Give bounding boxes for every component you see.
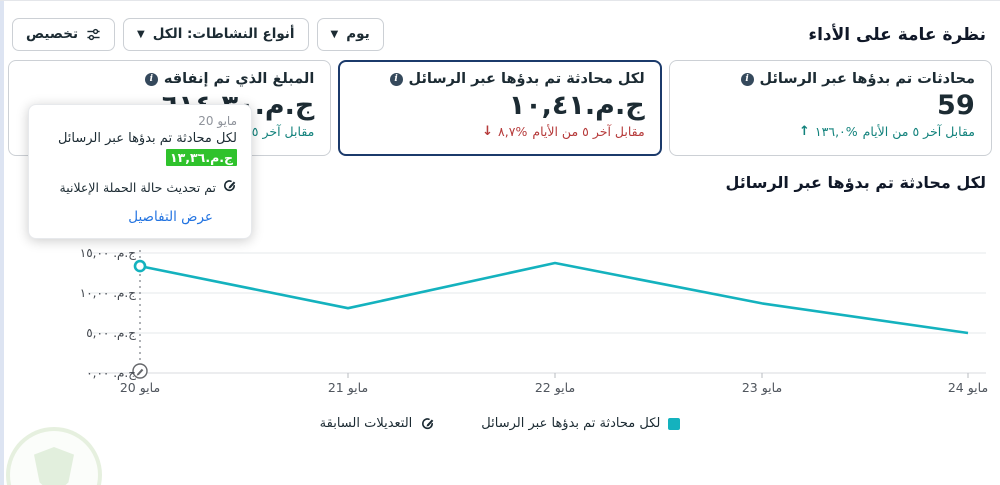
card-title: محادثات تم بدؤها عبر الرسائل (759, 71, 975, 87)
legend-label: لكل محادثة تم بدؤها عبر الرسائل (481, 416, 661, 431)
card-title: لكل محادثة تم بدؤها عبر الرسائل (408, 71, 645, 87)
y-axis-tick: ج.م. ١٥,٠٠ (79, 246, 136, 260)
chart-series-line (139, 261, 969, 335)
card-delta: مقابل آخر ٥ من الأيام ٨,٧% ↓ (351, 124, 645, 140)
activity-types-dropdown[interactable]: أنواع النشاطات: الكل ▼ (123, 18, 309, 51)
x-axis-tick: 22 مايو (534, 380, 576, 395)
legend-label: التعديلات السابقة (319, 416, 413, 431)
topbar: نظرة عامة على الأداء يوم ▼ أنواع النشاطا… (0, 1, 1000, 57)
watermark-shield-icon (34, 447, 74, 485)
card-value: ج.م.١٠,٤١ (508, 90, 645, 121)
chart-legend: لكل محادثة تم بدؤها عبر الرسائل التعديلا… (0, 416, 1000, 431)
y-axis-tick: ج.م. ٥,٠٠ (86, 326, 136, 340)
card-title: المبلغ الذي تم إنفاقه (163, 71, 315, 87)
chevron-down-icon: ▼ (330, 28, 339, 40)
y-axis-tick: ج.م. ٠,٠٠ (86, 366, 136, 380)
y-axis-tick: ج.م. ١٠,٠٠ (79, 286, 136, 300)
tooltip-date: 20 مايو (198, 114, 237, 128)
delta-compare-text: مقابل آخر ٥ من الأيام (532, 124, 645, 140)
tooltip-metric-name: لكل محادثة تم بدؤها عبر الرسائل (57, 131, 237, 146)
card-delta: مقابل آخر ٥ من الأيام ١٣٦,٠% ↑ (682, 124, 975, 139)
card-value: 59 (937, 90, 975, 121)
chart-tooltip: 20 مايو لكل محادثة تم بدؤها عبر الرسائل … (28, 104, 252, 239)
delta-percent: ٨,٧% (498, 124, 528, 140)
trend-up-arrow-icon: ↑ (799, 124, 810, 140)
page-edge-strip (0, 1, 4, 485)
period-dropdown-label: يوم (346, 26, 370, 43)
edit-circle-icon (222, 178, 237, 196)
line-chart: ج.م. ١٥,٠٠ ج.م. ١٠,٠٠ ج.م. ٥,٠٠ ج.م. ٠,٠… (0, 238, 1000, 410)
tooltip-highlighted-value: ج.م.١٣,٣٦ (166, 149, 237, 166)
campaign-edit-annotation-icon (132, 363, 148, 379)
x-axis-tick: 20 مايو (119, 380, 161, 395)
watermark-logo (6, 427, 102, 485)
legend-item-previous-edits[interactable]: التعديلات السابقة (320, 416, 436, 431)
customize-button[interactable]: تخصيص (12, 18, 116, 51)
x-axis-tick: 23 مايو (741, 380, 783, 395)
delta-percent: ١٣٦,٠% (814, 124, 858, 140)
toolbar-controls: يوم ▼ أنواع النشاطات: الكل ▼ تخصيص (12, 18, 384, 51)
hovered-point-marker (133, 259, 147, 273)
trend-down-arrow-icon: ↓ (482, 124, 494, 140)
info-icon[interactable]: i (389, 72, 403, 86)
chart-section-title: لكل محادثة تم بدؤها عبر الرسائل (725, 173, 986, 192)
activity-types-label: أنواع النشاطات: الكل (152, 26, 295, 43)
chevron-down-icon: ▼ (137, 28, 145, 40)
legend-color-swatch (668, 417, 681, 430)
info-icon[interactable]: i (740, 72, 754, 86)
view-details-link[interactable]: عرض التفاصيل (128, 209, 213, 225)
x-axis-tick: 24 مايو (947, 380, 989, 395)
customize-label: تخصيص (26, 26, 79, 43)
x-axis-tick: 21 مايو (327, 380, 369, 395)
customize-sliders-icon (86, 27, 101, 42)
delta-compare-text: مقابل آخر ٥ من الأيام (862, 124, 975, 140)
edit-circle-icon (420, 416, 435, 431)
chart-canvas (88, 250, 986, 379)
page-title: نظرة عامة على الأداء (808, 24, 986, 45)
info-icon[interactable]: i (144, 72, 158, 86)
period-dropdown[interactable]: يوم ▼ (316, 18, 384, 51)
tooltip-event-row: تم تحديث حالة الحملة الإعلانية (43, 178, 237, 196)
tooltip-event-text: تم تحديث حالة الحملة الإعلانية (59, 179, 217, 195)
metric-card-conversations-started[interactable]: محادثات تم بدؤها عبر الرسائل i 59 مقابل … (668, 60, 992, 156)
metric-card-cost-per-conversation[interactable]: لكل محادثة تم بدؤها عبر الرسائل i ج.م.١٠… (338, 60, 662, 156)
legend-item-cost-per-conversation[interactable]: لكل محادثة تم بدؤها عبر الرسائل (481, 416, 681, 431)
